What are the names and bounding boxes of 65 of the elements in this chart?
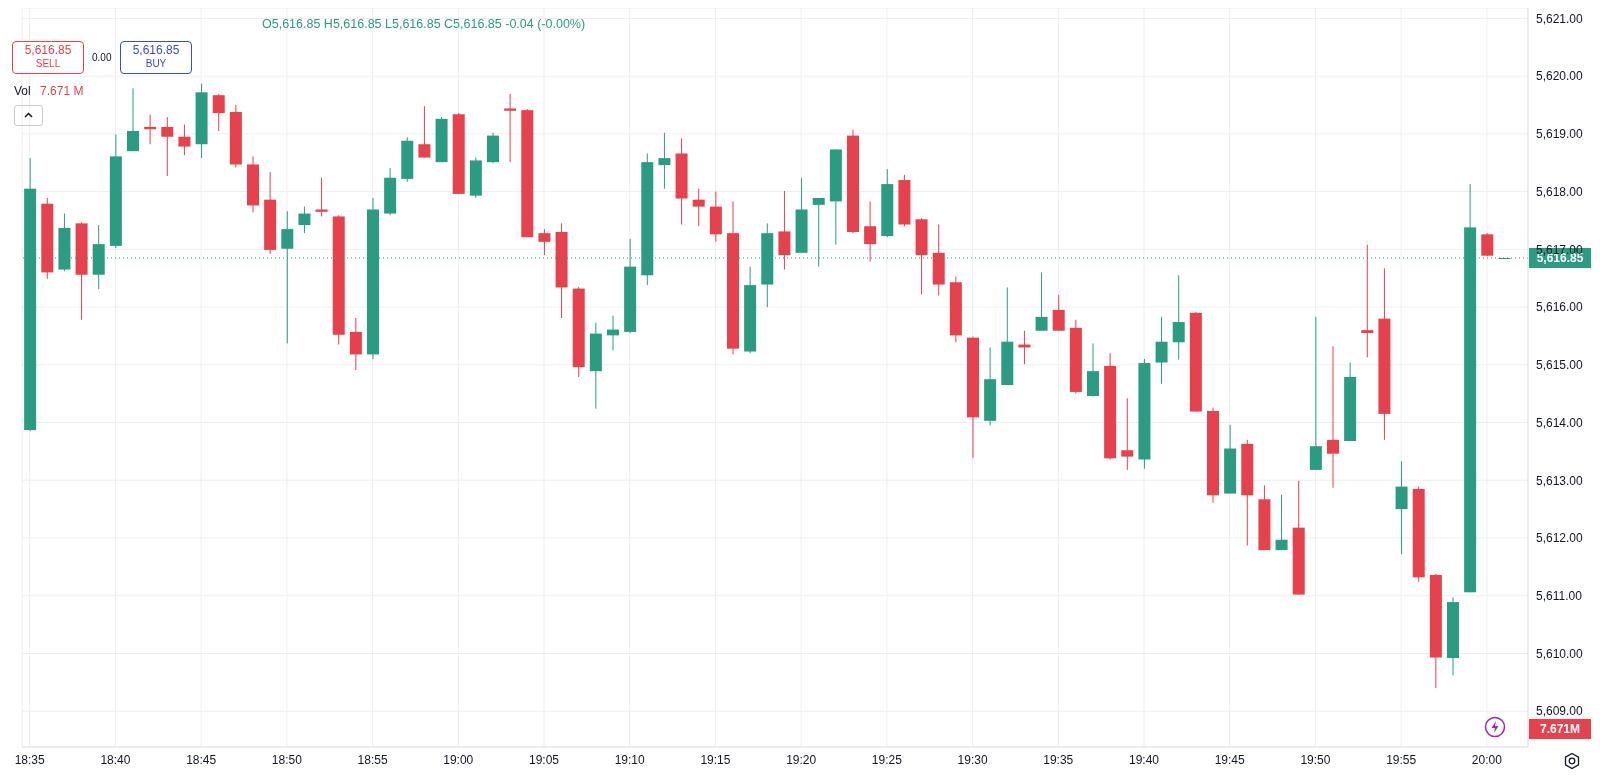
candlestick <box>349 317 362 371</box>
y-tick-label: 5,615.00 <box>1536 358 1584 373</box>
y-tick-label: 5,616.00 <box>1536 300 1584 315</box>
x-tick-label: 19:55 <box>1386 752 1417 767</box>
x-tick-label: 19:35 <box>1043 752 1074 767</box>
x-tick-label: 18:40 <box>100 752 131 767</box>
x-tick-label: 19:20 <box>786 752 817 767</box>
x-tick-label: 19:00 <box>443 752 474 767</box>
y-tick-label: 5,618.00 <box>1536 184 1584 199</box>
x-tick-label: 20:00 <box>1471 752 1503 767</box>
candlestick <box>658 132 671 190</box>
annotation: 7.671 M <box>40 84 84 98</box>
x-tick-label: 18:50 <box>271 752 303 767</box>
y-tick-label: 5,621.00 <box>1536 11 1584 26</box>
sell-button: 5,616.85 SELL <box>12 41 84 74</box>
annotation: O5,616.85 H5,616.85 L5,616.85 C5,616.85 -0.04 (-0.00%) <box>262 17 586 31</box>
y-tick-label: 5,620.00 <box>1536 69 1584 84</box>
candlestick <box>418 105 431 159</box>
x-tick-label: 19:05 <box>528 752 560 767</box>
candlestick <box>692 188 705 227</box>
x-tick-label: 19:45 <box>1214 752 1246 767</box>
candlestick <box>298 206 311 234</box>
candlestick <box>1395 460 1408 555</box>
x-tick-label: 19:30 <box>957 752 988 767</box>
annotation: 0.00 <box>92 52 112 63</box>
candlestick <box>315 177 328 217</box>
candlestick <box>504 93 517 163</box>
x-tick-label: 18:35 <box>14 752 46 767</box>
x-tick-label: 19:10 <box>614 752 646 767</box>
text: 7.671M <box>1529 719 1591 739</box>
candlestick <box>864 200 877 262</box>
y-tick-label: 5,613.00 <box>1536 473 1584 488</box>
x-tick-label: 19:40 <box>1128 752 1160 767</box>
y-tick-label: 5,609.00 <box>1536 704 1584 719</box>
candlestick <box>1121 397 1134 471</box>
candlestick <box>212 93 225 132</box>
annotation: SELL <box>34 57 62 71</box>
x-tick-label: 18:45 <box>186 752 217 767</box>
annotation: BUY <box>144 57 168 71</box>
candlestick <box>1309 316 1322 471</box>
candlestick <box>127 87 139 152</box>
x-tick-label: 19:25 <box>871 752 903 767</box>
candlestick <box>1275 494 1288 551</box>
y-tick-label: 5,614.00 <box>1536 415 1584 430</box>
y-tick-label: 5,611.00 <box>1536 589 1583 603</box>
candlestick <box>1155 316 1168 385</box>
y-tick-label: 5,612.00 <box>1536 531 1584 546</box>
candlestick <box>1035 271 1048 332</box>
candlestick <box>778 190 791 271</box>
annotation: Vol <box>14 84 31 98</box>
y-tick-label: 5,619.00 <box>1536 127 1584 142</box>
annotation: 5,616.85 <box>23 43 73 57</box>
x-tick-label: 19:15 <box>700 752 731 767</box>
y-tick-label: 5,610.00 <box>1536 646 1584 661</box>
candlestick <box>161 116 174 177</box>
candlestick <box>538 228 551 256</box>
buy-button: 5,616.85 BUY <box>120 41 192 74</box>
x-tick-label: 19:50 <box>1300 752 1331 767</box>
candlestick <box>178 124 191 156</box>
candlestick <box>1361 244 1374 358</box>
x-tick-label: 18:55 <box>357 752 388 767</box>
candlestick <box>1327 345 1339 489</box>
candlestick <box>1052 294 1065 332</box>
annotation: 5,616.85 <box>131 43 181 57</box>
candlestick <box>1172 274 1185 361</box>
